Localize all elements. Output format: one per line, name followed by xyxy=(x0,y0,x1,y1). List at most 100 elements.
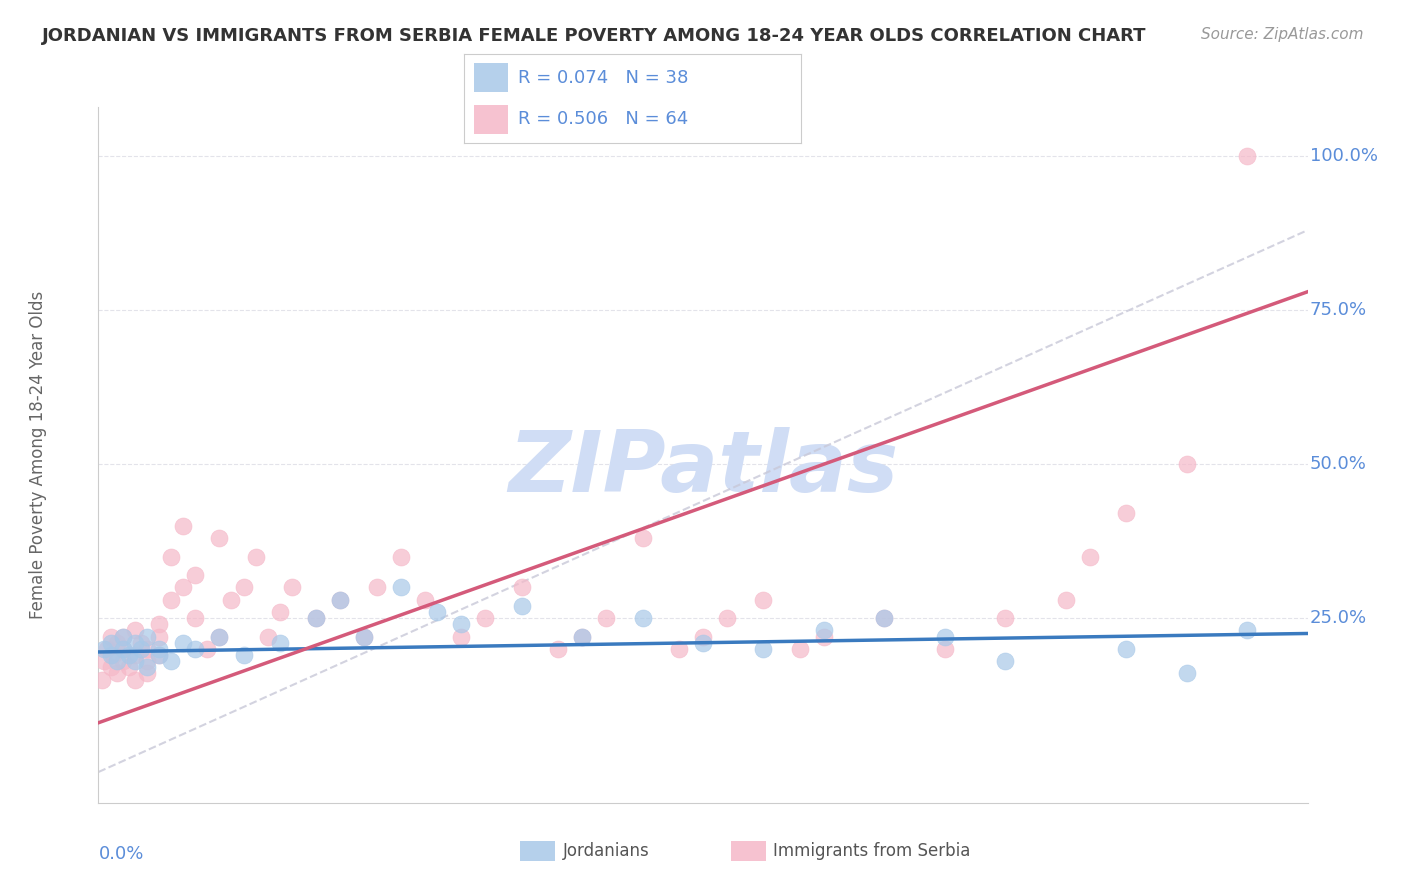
Point xyxy=(135,654,157,668)
Text: Jordanians: Jordanians xyxy=(562,842,650,860)
Text: Source: ZipAtlas.com: Source: ZipAtlas.com xyxy=(1201,27,1364,42)
Point xyxy=(208,630,231,644)
Point xyxy=(208,630,231,644)
Point xyxy=(450,617,472,632)
Point xyxy=(1236,624,1258,638)
Point xyxy=(105,666,128,681)
Point xyxy=(232,648,254,662)
Point xyxy=(124,624,146,638)
Point xyxy=(100,660,122,674)
Point xyxy=(413,592,436,607)
Bar xyxy=(474,63,508,92)
Point xyxy=(994,611,1017,625)
Point xyxy=(135,630,157,644)
Text: R = 0.506   N = 64: R = 0.506 N = 64 xyxy=(517,110,688,128)
Point xyxy=(124,673,146,687)
Point xyxy=(91,673,114,687)
Point xyxy=(366,580,388,594)
Point xyxy=(93,654,115,668)
Point xyxy=(269,636,291,650)
Point xyxy=(148,617,170,632)
Point xyxy=(184,568,207,582)
Text: JORDANIAN VS IMMIGRANTS FROM SERBIA FEMALE POVERTY AMONG 18-24 YEAR OLDS CORRELA: JORDANIAN VS IMMIGRANTS FROM SERBIA FEMA… xyxy=(42,27,1147,45)
Point xyxy=(716,611,738,625)
Point xyxy=(510,599,533,613)
Point xyxy=(148,630,170,644)
Point xyxy=(111,641,134,656)
Point xyxy=(111,630,134,644)
Point xyxy=(129,636,152,650)
Point xyxy=(873,611,896,625)
Point xyxy=(100,648,122,662)
Point xyxy=(873,611,896,625)
Point xyxy=(100,630,122,644)
Point xyxy=(1175,457,1198,471)
Point xyxy=(135,641,157,656)
Point xyxy=(208,531,231,545)
Bar xyxy=(474,105,508,134)
Point xyxy=(101,648,124,662)
Text: 0.0%: 0.0% xyxy=(98,845,143,863)
Point xyxy=(1115,507,1137,521)
Text: R = 0.074   N = 38: R = 0.074 N = 38 xyxy=(517,69,689,87)
Point xyxy=(93,641,115,656)
Point xyxy=(510,580,533,594)
Point xyxy=(184,611,207,625)
Point xyxy=(129,641,152,656)
Point xyxy=(813,624,835,638)
Text: Immigrants from Serbia: Immigrants from Serbia xyxy=(773,842,970,860)
Point xyxy=(195,641,218,656)
Point xyxy=(281,580,304,594)
Point xyxy=(426,605,449,619)
Point xyxy=(148,648,170,662)
Point xyxy=(256,630,278,644)
Point xyxy=(595,611,617,625)
Point xyxy=(668,641,690,656)
Point xyxy=(124,636,146,650)
Text: ZIPatlas: ZIPatlas xyxy=(508,427,898,510)
Point xyxy=(160,549,183,564)
Text: 50.0%: 50.0% xyxy=(1310,455,1367,473)
Point xyxy=(353,630,375,644)
Point xyxy=(111,630,134,644)
Text: 25.0%: 25.0% xyxy=(1310,609,1367,627)
Point xyxy=(305,611,328,625)
Point xyxy=(450,630,472,644)
Point xyxy=(571,630,593,644)
Point xyxy=(631,611,654,625)
Point xyxy=(118,648,141,662)
Point xyxy=(329,592,352,607)
Point xyxy=(172,518,194,533)
Point xyxy=(135,666,157,681)
Point xyxy=(111,641,134,656)
Point xyxy=(100,636,122,650)
Point xyxy=(353,630,375,644)
Point xyxy=(389,580,412,594)
Point xyxy=(96,641,118,656)
Point xyxy=(789,641,811,656)
Point xyxy=(305,611,328,625)
Point xyxy=(124,648,146,662)
Point xyxy=(547,641,569,656)
Point xyxy=(105,654,128,668)
Text: 75.0%: 75.0% xyxy=(1310,301,1367,319)
Text: Female Poverty Among 18-24 Year Olds: Female Poverty Among 18-24 Year Olds xyxy=(30,291,46,619)
Point xyxy=(1175,666,1198,681)
Point xyxy=(118,660,141,674)
Point xyxy=(184,641,207,656)
Point xyxy=(135,660,157,674)
Point xyxy=(1115,641,1137,656)
Point xyxy=(1054,592,1077,607)
Point xyxy=(389,549,412,564)
Point xyxy=(571,630,593,644)
Point xyxy=(813,630,835,644)
Point xyxy=(221,592,243,607)
Point xyxy=(124,654,146,668)
Point xyxy=(752,592,775,607)
Text: 100.0%: 100.0% xyxy=(1310,147,1378,165)
Point xyxy=(631,531,654,545)
Point xyxy=(474,611,496,625)
Point xyxy=(245,549,267,564)
Point xyxy=(934,641,956,656)
Point xyxy=(1236,149,1258,163)
